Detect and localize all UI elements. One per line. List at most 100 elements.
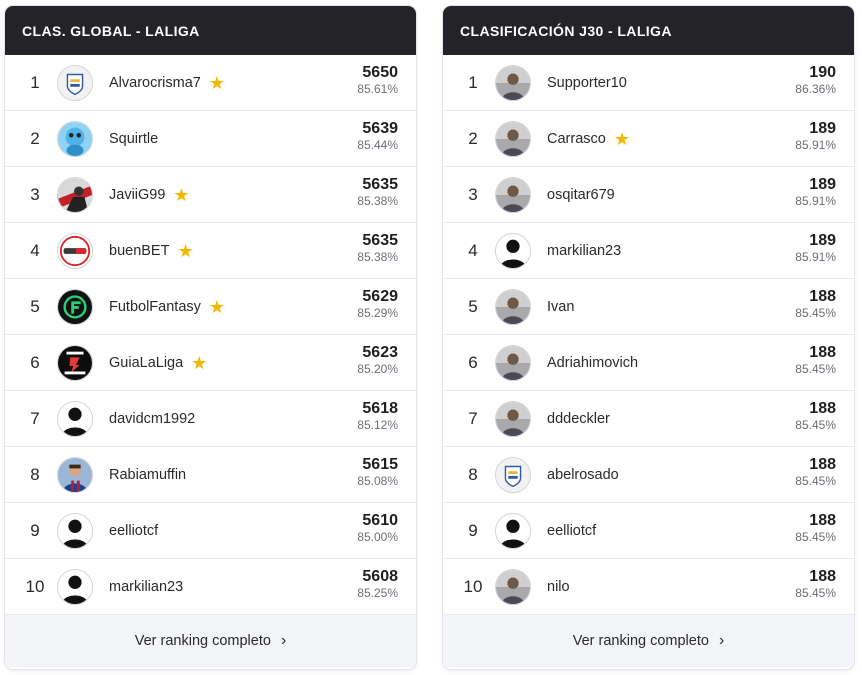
points-value: 5650 — [362, 64, 398, 81]
rank-number: 8 — [468, 464, 478, 484]
sports-photo-avatar — [57, 176, 93, 213]
username: nilo — [547, 579, 570, 595]
percentage-value: 85.38% — [357, 250, 398, 264]
points-value: 190 — [809, 64, 836, 81]
points-value: 5629 — [362, 288, 398, 305]
chevron-right-icon: › — [718, 632, 725, 649]
rank-number: 10 — [463, 576, 483, 596]
points-value: 189 — [809, 120, 836, 137]
photo-avatar — [495, 64, 531, 101]
rank-number: 2 — [468, 128, 478, 148]
photo-avatar — [495, 400, 531, 437]
percentage-value: 85.45% — [795, 586, 836, 600]
ranking-row[interactable]: 3 JaviiG99 ★ 5635 85.38% — [5, 167, 416, 223]
score-block: 188 85.45% — [795, 568, 836, 601]
panel-footer: Ver ranking completo › — [5, 615, 416, 667]
points-value: 5618 — [362, 400, 398, 417]
rank-number: 8 — [30, 464, 40, 484]
percentage-value: 85.29% — [357, 306, 398, 320]
score-block: 188 85.45% — [795, 288, 836, 321]
username: davidcm1992 — [109, 411, 195, 427]
star-icon: ★ — [208, 296, 226, 317]
score-block: 5639 85.44% — [357, 120, 398, 153]
ranking-row[interactable]: 9 eelliotcf 188 85.45% — [443, 503, 854, 559]
username: osqitar679 — [547, 187, 615, 203]
percentage-value: 85.25% — [357, 586, 398, 600]
username-label: Supporter10 — [547, 74, 627, 91]
rank-number: 1 — [30, 72, 40, 92]
username-label: markilian23 — [109, 578, 184, 595]
rank-number: 6 — [30, 352, 40, 372]
ranking-row[interactable]: 8 abelrosado 188 85.45% — [443, 447, 854, 503]
ranking-row[interactable]: 3 osqitar679 189 85.91% — [443, 167, 854, 223]
ranking-row[interactable]: 1 Alvarocrisma7 ★ 5650 85.61% — [5, 55, 416, 111]
points-value: 188 — [809, 568, 836, 585]
points-value: 5635 — [362, 232, 398, 249]
username-label: JaviiG99 — [109, 186, 166, 203]
username: Alvarocrisma7 ★ — [109, 74, 225, 92]
view-full-ranking-link[interactable]: Ver ranking completo › — [135, 632, 287, 650]
username: FutbolFantasy ★ — [109, 298, 225, 316]
percentage-value: 85.12% — [357, 418, 398, 432]
percentage-value: 85.38% — [357, 194, 398, 208]
ranking-row[interactable]: 7 dddeckler 188 85.45% — [443, 391, 854, 447]
ranking-row[interactable]: 2 Squirtle 5639 85.44% — [5, 111, 416, 167]
username-label: dddeckler — [547, 410, 610, 427]
ranking-row[interactable]: 2 Carrasco ★ 189 85.91% — [443, 111, 854, 167]
rank-number: 5 — [468, 296, 478, 316]
squirtle-avatar — [57, 120, 93, 157]
percentage-value: 85.45% — [795, 418, 836, 432]
username: JaviiG99 ★ — [109, 186, 190, 204]
ranking-row[interactable]: 8 Rabiamuffin 5615 85.08% — [5, 447, 416, 503]
ranking-row[interactable]: 10 markilian23 5608 85.25% — [5, 559, 416, 615]
rank-number: 4 — [468, 240, 478, 260]
ranking-row[interactable]: 4 buenBET ★ 5635 85.38% — [5, 223, 416, 279]
score-block: 188 85.45% — [795, 512, 836, 545]
player-photo-avatar — [57, 456, 93, 493]
photo-avatar — [495, 120, 531, 157]
points-value: 188 — [809, 512, 836, 529]
username-label: davidcm1992 — [109, 410, 196, 427]
score-block: 188 85.45% — [795, 400, 836, 433]
username-label: FutbolFantasy — [109, 298, 201, 315]
ranking-row[interactable]: 9 eelliotcf 5610 85.00% — [5, 503, 416, 559]
points-value: 188 — [809, 344, 836, 361]
ranking-row[interactable]: 6 Adriahimovich 188 85.45% — [443, 335, 854, 391]
rank-number: 4 — [30, 240, 40, 260]
username: GuiaLaLiga ★ — [109, 354, 207, 372]
score-block: 5635 85.38% — [357, 176, 398, 209]
percentage-value: 85.20% — [357, 362, 398, 376]
rank-number: 7 — [468, 408, 478, 428]
ranking-row[interactable]: 7 davidcm1992 5618 85.12% — [5, 391, 416, 447]
username-label: Carrasco — [547, 130, 606, 147]
percentage-value: 85.45% — [795, 306, 836, 320]
panel-title: CLASIFICACIÓN J30 - LALIGA — [443, 6, 854, 55]
default-user-avatar — [57, 568, 93, 605]
points-value: 189 — [809, 176, 836, 193]
jornada-ranking-panel: CLASIFICACIÓN J30 - LALIGA 1 Supporter10 1… — [443, 6, 854, 669]
score-block: 5615 85.08% — [357, 456, 398, 489]
ranking-row[interactable]: 4 markilian23 189 85.91% — [443, 223, 854, 279]
ranking-row[interactable]: 5 Ivan 188 85.45% — [443, 279, 854, 335]
ranking-row[interactable]: 10 nilo 188 85.45% — [443, 559, 854, 615]
ranking-row[interactable]: 1 Supporter10 190 86.36% — [443, 55, 854, 111]
view-full-ranking-link[interactable]: Ver ranking completo › — [573, 632, 725, 650]
score-block: 5608 85.25% — [357, 568, 398, 601]
panel-title: CLAS. GLOBAL - LALIGA — [5, 6, 416, 55]
rank-number: 3 — [468, 184, 478, 204]
username-label: Rabiamuffin — [109, 466, 187, 483]
ranking-row[interactable]: 6 GuiaLaLiga ★ 5623 85.20% — [5, 335, 416, 391]
username: Supporter10 — [547, 75, 627, 91]
default-user-avatar — [57, 512, 93, 549]
view-full-ranking-label: Ver ranking completo — [134, 633, 271, 649]
username: Ivan — [547, 299, 574, 315]
star-icon: ★ — [208, 72, 225, 93]
star-icon: ★ — [173, 184, 190, 205]
username: Squirtle — [109, 131, 158, 147]
username-label: eelliotcf — [547, 522, 597, 539]
ranking-row[interactable]: 5 FutbolFantasy ★ 5629 85.29% — [5, 279, 416, 335]
score-block: 5623 85.20% — [357, 344, 398, 377]
score-block: 5650 85.61% — [357, 64, 398, 97]
global-ranking-panel: CLAS. GLOBAL - LALIGA 1 Alvarocrisma7 ★ 565… — [5, 6, 416, 669]
percentage-value: 85.91% — [795, 250, 836, 264]
